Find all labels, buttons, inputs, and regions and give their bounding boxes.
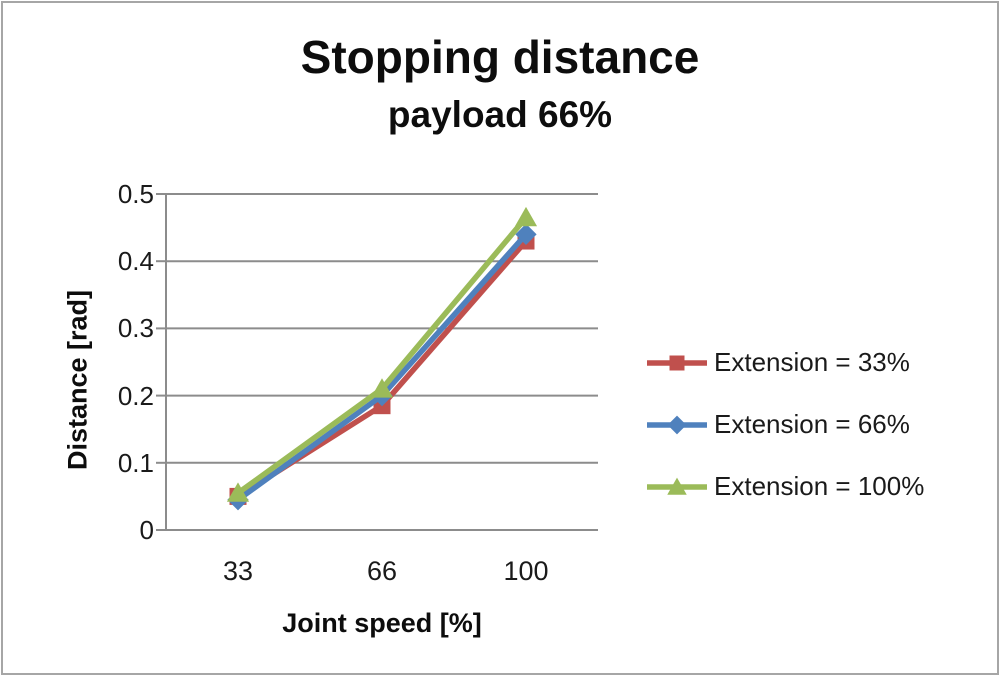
x-tick-label: 66 xyxy=(366,556,398,586)
legend-marker-diamond-icon xyxy=(647,415,707,434)
x-axis-title: Joint speed [%] xyxy=(282,608,482,638)
chart-title: Stopping distance xyxy=(300,31,700,83)
x-tick-label: 100 xyxy=(503,556,549,586)
y-tick-label: 0.5 xyxy=(117,179,154,209)
y-tick-label: 0.2 xyxy=(117,381,154,411)
legend-label: Extension = 33% xyxy=(714,347,910,377)
legend-marker-square-icon xyxy=(647,355,707,370)
y-tick-label: 0.1 xyxy=(117,448,154,478)
legend-label: Extension = 100% xyxy=(714,471,925,501)
y-tick-label: 0.3 xyxy=(117,313,154,343)
y-tick-label: 0.4 xyxy=(117,246,154,276)
legend-item: Extension = 100% xyxy=(645,471,924,502)
x-tick-label: 33 xyxy=(222,556,254,586)
legend-item: Extension = 33% xyxy=(645,347,924,378)
chart-subtitle: payload 66% xyxy=(387,94,613,135)
legend-item: Extension = 66% xyxy=(645,409,924,440)
y-tick-label: 0 xyxy=(139,515,154,545)
legend-marker-triangle-icon xyxy=(647,477,707,495)
legend: Extension = 33% Extension = 66% Extensio… xyxy=(645,347,924,502)
legend-label: Extension = 66% xyxy=(714,409,910,439)
